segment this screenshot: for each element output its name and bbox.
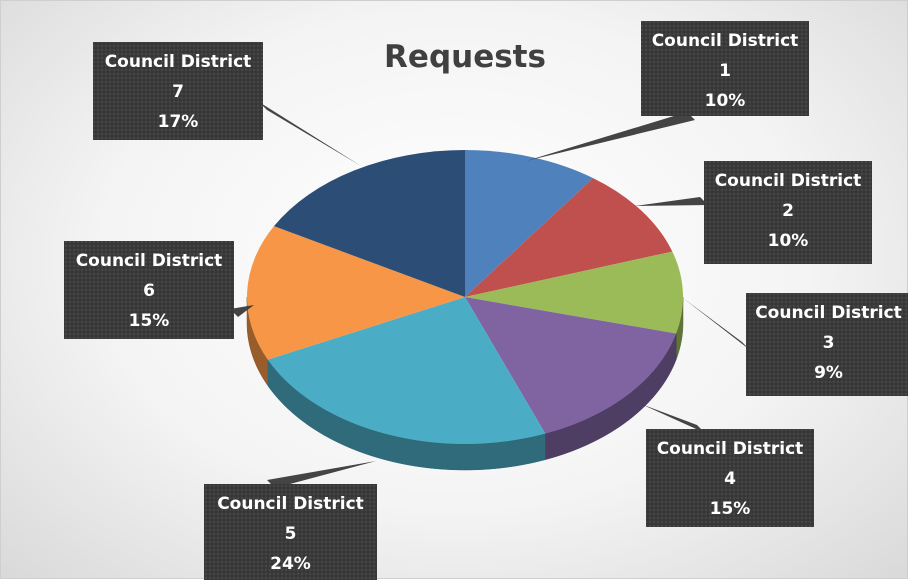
data-label-pct-7: 17%: [158, 112, 199, 132]
data-label-box-6: [64, 241, 234, 339]
data-label-box-4: [646, 429, 814, 527]
data-label-name-6: Council District: [76, 251, 223, 271]
data-label-name-4: Council District: [657, 439, 804, 459]
data-label-number-3: 3: [823, 333, 835, 353]
pie-slice-4: [465, 297, 677, 434]
pie-slice-6: [247, 226, 465, 360]
data-label-5: Council District 5 24%: [204, 484, 377, 580]
data-label-name-2: Council District: [715, 171, 862, 191]
leader-line-3: [683, 298, 750, 350]
pie-slice-5: [267, 297, 546, 445]
pie-slice-side-6: [246, 296, 268, 387]
data-label-layer: Council District 1 10% Council District 2 10%…: [64, 21, 908, 580]
leader-line-2: [635, 197, 708, 206]
data-label-name-1: Council District: [652, 31, 799, 51]
pie-slice-7: [273, 150, 465, 297]
leader-line-7: [259, 102, 361, 166]
data-label-number-2: 2: [782, 201, 794, 221]
data-label-pct-1: 10%: [705, 91, 746, 111]
leader-line-4: [641, 404, 705, 433]
pie-slice-1: [465, 150, 594, 297]
data-label-2: Council District 2 10%: [704, 161, 872, 264]
data-label-box-5: [204, 484, 377, 580]
data-label-box-7: [93, 42, 263, 140]
data-label-pct-4: 15%: [710, 499, 751, 519]
data-label-name-3: Council District: [755, 303, 902, 323]
data-label-number-1: 1: [719, 61, 731, 81]
data-label-number-7: 7: [172, 82, 184, 102]
pie-top-layer: [247, 150, 684, 445]
data-label-3: Council District 3 9%: [746, 293, 908, 396]
data-label-number-4: 4: [724, 469, 736, 489]
data-label-box-1: [641, 21, 809, 116]
data-label-pct-3: 9%: [814, 363, 843, 383]
leader-line-6: [230, 305, 254, 317]
data-label-name-7: Council District: [105, 52, 252, 72]
pie-slice-3: [465, 251, 684, 334]
data-label-pct-5: 24%: [270, 554, 311, 574]
leader-line-1: [526, 112, 695, 161]
data-label-1: Council District 1 10%: [641, 21, 809, 116]
data-label-box-3: [746, 293, 908, 396]
data-label-pct-6: 15%: [129, 311, 170, 331]
data-label-number-6: 6: [143, 281, 155, 301]
chart-title: Requests: [384, 39, 546, 75]
data-label-7: Council District 7 17%: [93, 42, 263, 140]
data-label-4: Council District 4 15%: [646, 429, 814, 527]
data-label-name-5: Council District: [217, 494, 364, 514]
data-label-pct-2: 10%: [768, 231, 809, 251]
data-label-number-5: 5: [285, 524, 297, 544]
data-label-6: Council District 6 15%: [64, 241, 234, 339]
leader-line-layer: [230, 102, 750, 488]
data-label-box-2: [704, 161, 872, 264]
pie-slice-2: [465, 178, 673, 297]
leader-line-5: [267, 461, 376, 488]
